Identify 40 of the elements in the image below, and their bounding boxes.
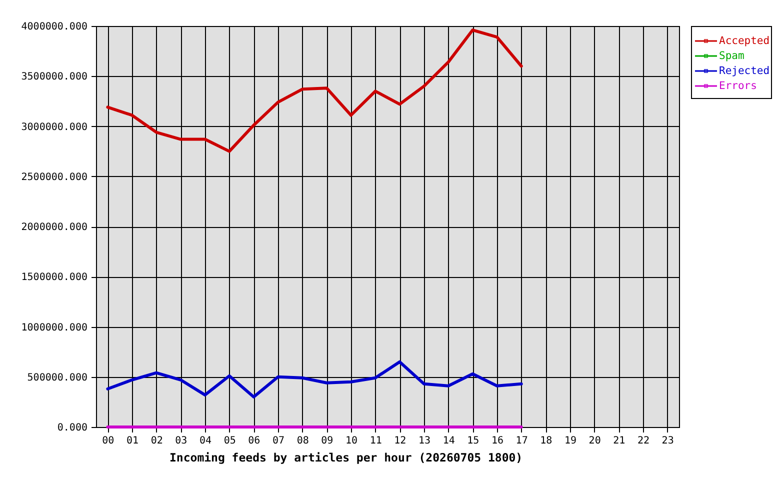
x-tick-label: 10 — [345, 436, 358, 446]
x-tick-label: 05 — [224, 436, 236, 446]
x-tick-label: 00 — [102, 436, 114, 446]
x-tick-label: 23 — [662, 436, 674, 446]
legend-label: Spam — [719, 50, 744, 62]
y-tick-label: 2000000.000 — [21, 222, 88, 233]
x-tick-label: 20 — [588, 436, 601, 446]
y-tick-label: 1500000.000 — [21, 272, 88, 284]
x-tick-label: 07 — [272, 436, 285, 446]
x-tick-label: 16 — [491, 436, 504, 446]
x-tick-label: 18 — [540, 436, 552, 446]
x-tick-label: 21 — [613, 436, 626, 446]
x-tick-label: 09 — [321, 436, 334, 446]
x-tick-label: 15 — [467, 436, 480, 446]
x-tick-label: 04 — [199, 436, 212, 446]
x-axis-title: Incoming feeds by articles per hour (20260705 1800) — [170, 450, 523, 464]
y-tick-label: 4000000.000 — [21, 22, 88, 32]
x-tick-label: 01 — [126, 436, 139, 446]
x-tick-label: 14 — [442, 436, 455, 446]
x-tick-label: 08 — [296, 436, 309, 446]
x-tick-label: 22 — [637, 436, 650, 446]
y-tick-label: 500000.000 — [27, 372, 88, 384]
y-tick-label: 3000000.000 — [21, 122, 88, 133]
y-tick-label: 3500000.000 — [21, 72, 88, 83]
x-tick-label: 06 — [248, 436, 260, 446]
y-tick-label: 2500000.000 — [21, 172, 88, 183]
x-tick-label: 17 — [516, 436, 528, 446]
x-tick-label: 19 — [564, 436, 577, 446]
x-tick-label: 02 — [150, 436, 163, 446]
x-tick-label: 03 — [175, 436, 188, 446]
y-tick-label: 1000000.000 — [21, 322, 88, 334]
y-tick-label: 0.000 — [57, 422, 88, 434]
x-tick-label: 13 — [418, 436, 431, 446]
line-series — [106, 360, 523, 398]
x-tick-label: 12 — [394, 436, 406, 446]
legend-label: Errors — [719, 80, 757, 92]
legend-label: Rejected — [719, 65, 770, 77]
legend-label: Accepted — [719, 35, 770, 47]
line-series — [106, 28, 523, 153]
x-tick-label: 11 — [370, 436, 382, 446]
